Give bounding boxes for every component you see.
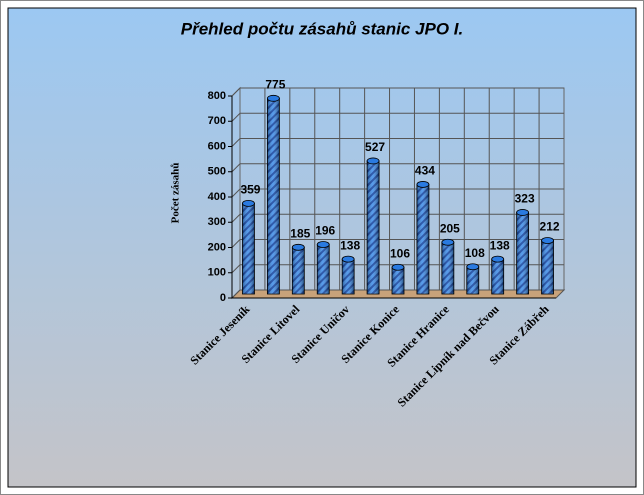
value-label: 138 — [490, 238, 510, 252]
grid-line-side — [231, 87, 241, 97]
y-tick-label: 100 — [208, 267, 226, 279]
bar-shade — [516, 212, 529, 294]
value-label: 205 — [440, 221, 460, 235]
value-label: 185 — [290, 226, 310, 240]
y-tick-label: 500 — [208, 166, 226, 178]
y-tick-label: 700 — [208, 115, 226, 127]
bar-top — [316, 241, 330, 248]
grid-line-side — [231, 112, 241, 122]
bar-shade — [541, 240, 554, 294]
grid-line-side — [231, 264, 241, 274]
bar-shade — [342, 259, 355, 294]
value-label: 196 — [315, 224, 335, 238]
bar-shade — [367, 160, 380, 294]
bar-top — [516, 209, 530, 216]
grid-line-side — [231, 188, 241, 198]
y-tick-label: 400 — [208, 191, 226, 203]
y-tick-label: 200 — [208, 241, 226, 253]
bar-top — [416, 181, 430, 188]
bar-top — [242, 199, 255, 207]
grid-line-side — [231, 213, 241, 223]
bar-shade — [292, 247, 305, 294]
value-label: 359 — [240, 183, 260, 197]
bar-top — [491, 255, 505, 263]
value-label: 434 — [415, 164, 435, 178]
bar-top — [441, 238, 455, 246]
bar-top — [366, 157, 380, 165]
y-axis-label: Počet zásahů — [170, 163, 182, 224]
value-label: 106 — [390, 246, 410, 260]
value-label: 138 — [340, 238, 360, 252]
value-label: 108 — [465, 246, 485, 260]
y-tick-label: 0 — [220, 292, 226, 304]
bar-top — [291, 243, 305, 251]
y-tick-label: 800 — [208, 90, 226, 102]
chart-title: Přehled počtu zásahů stanic JPO I. — [181, 19, 463, 38]
grid-line-side — [231, 138, 241, 147]
grid-line-side — [231, 289, 241, 299]
bar-shade — [392, 267, 404, 294]
bar-top — [391, 263, 405, 271]
y-tick-label: 600 — [208, 140, 226, 152]
bar-top — [541, 237, 554, 244]
bar-shade — [416, 184, 429, 294]
grid-line-side — [231, 163, 241, 173]
bar-shade — [267, 98, 280, 294]
value-label: 775 — [265, 77, 285, 91]
bar-shade — [242, 203, 255, 294]
bar-shade — [441, 242, 454, 294]
value-label: 212 — [540, 220, 560, 234]
bar-shade — [466, 266, 479, 294]
bar-shade — [491, 259, 504, 294]
grid-line-side — [231, 239, 241, 248]
value-label: 323 — [515, 192, 535, 206]
bar-top — [466, 263, 480, 271]
y-tick-label: 300 — [208, 216, 226, 228]
bar-top — [266, 94, 280, 102]
value-label: 527 — [365, 140, 385, 154]
bar-shade — [317, 244, 330, 294]
bar-top — [341, 255, 355, 263]
